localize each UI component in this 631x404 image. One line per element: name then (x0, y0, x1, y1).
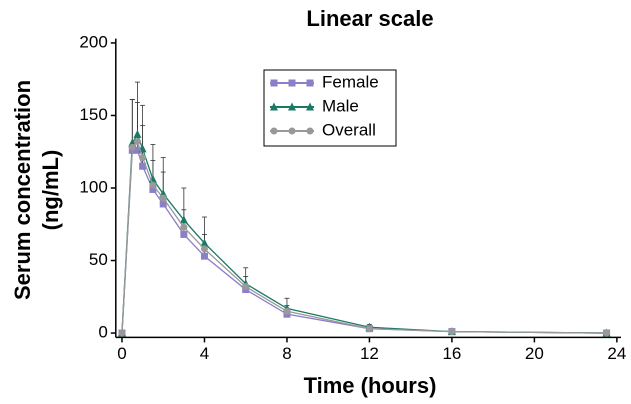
marker (200, 238, 209, 247)
marker (139, 162, 147, 170)
y-tick-label: 50 (89, 250, 108, 269)
marker (288, 79, 296, 87)
x-tick-label: 12 (360, 344, 379, 363)
y-axis-label: (ng/mL) (38, 150, 63, 231)
marker (306, 102, 314, 111)
marker (133, 138, 141, 146)
marker (128, 143, 136, 151)
y-axis-label: Serum concentration (10, 80, 35, 300)
x-axis-label: Time (hours) (304, 373, 437, 398)
marker (283, 307, 291, 315)
marker (306, 79, 314, 87)
marker (139, 154, 147, 162)
error-bar (160, 157, 166, 194)
marker (603, 329, 611, 337)
marker (149, 185, 157, 193)
marker (270, 102, 278, 111)
error-bar (181, 187, 187, 220)
marker (118, 329, 126, 337)
marker (179, 215, 188, 224)
legend-label: Male (322, 96, 359, 115)
marker (159, 194, 167, 202)
marker (270, 127, 278, 135)
marker (133, 129, 142, 138)
marker (180, 223, 188, 231)
chart-title: Linear scale (306, 6, 433, 31)
marker (180, 230, 188, 238)
marker (270, 79, 278, 87)
y-tick-label: 100 (79, 177, 107, 196)
x-tick-label: 24 (607, 344, 626, 363)
marker (149, 181, 157, 189)
y-tick-label: 0 (98, 323, 107, 342)
series-line (121, 132, 607, 334)
marker (159, 200, 167, 208)
error-bar (140, 104, 146, 149)
legend-label: Overall (322, 120, 376, 139)
marker (448, 328, 456, 336)
error-bar (150, 144, 156, 180)
x-tick-label: 4 (200, 344, 209, 363)
marker (365, 325, 373, 333)
series-line (121, 140, 607, 334)
y-tick-label: 150 (79, 105, 107, 124)
y-tick-label: 200 (79, 32, 107, 51)
marker (306, 127, 314, 135)
marker (200, 245, 208, 253)
x-tick-label: 8 (282, 344, 291, 363)
x-tick-label: 20 (525, 344, 544, 363)
error-bar (129, 99, 135, 144)
marker (133, 146, 141, 154)
marker (200, 252, 208, 260)
marker (242, 283, 250, 291)
series-line (121, 149, 607, 334)
marker (288, 102, 296, 111)
error-bar (134, 81, 140, 135)
marker (288, 127, 296, 135)
x-tick-label: 0 (117, 344, 126, 363)
legend-label: Female (322, 72, 379, 91)
x-tick-label: 16 (442, 344, 461, 363)
